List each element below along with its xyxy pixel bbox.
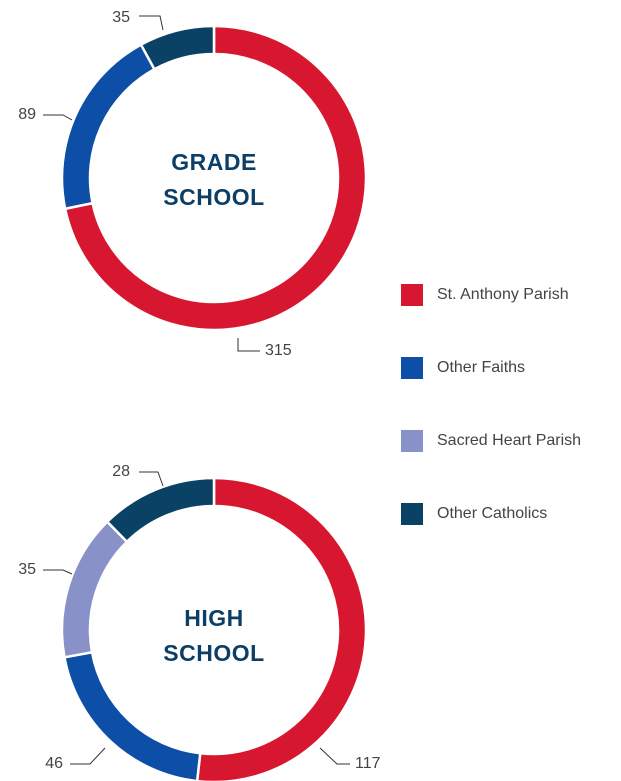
leader-line (70, 747, 106, 765)
legend-label: St. Anthony Parish (437, 286, 569, 303)
donut-segment (63, 24, 368, 332)
donut-segment (105, 476, 216, 544)
donut-segment (63, 650, 202, 781)
leader-line (139, 471, 164, 487)
data-label: 28 (112, 463, 130, 480)
data-label: 117 (355, 755, 381, 772)
legend-swatch (401, 284, 423, 306)
data-label: 35 (112, 9, 130, 26)
leader-line (319, 747, 350, 765)
leader-line (139, 15, 164, 31)
data-label: 315 (265, 342, 292, 359)
chart-title: HIGH SCHOOL (163, 605, 265, 666)
donut-segment (60, 42, 157, 211)
chart-title: GRADE SCHOOL (163, 149, 265, 210)
legend-label: Other Catholics (437, 505, 547, 522)
leader-line (237, 338, 260, 352)
data-label: 46 (45, 755, 63, 772)
leader-line (43, 569, 73, 575)
donut-segment (139, 24, 216, 71)
legend-swatch (401, 503, 423, 525)
donut-segment (60, 520, 129, 659)
legend-swatch (401, 357, 423, 379)
data-label: 89 (18, 106, 36, 123)
legend-label: Sacred Heart Parish (437, 432, 581, 449)
leader-line (43, 114, 73, 121)
donut-segment (195, 476, 368, 781)
legend-label: Other Faiths (437, 359, 525, 376)
data-label: 35 (18, 561, 36, 578)
legend-swatch (401, 430, 423, 452)
